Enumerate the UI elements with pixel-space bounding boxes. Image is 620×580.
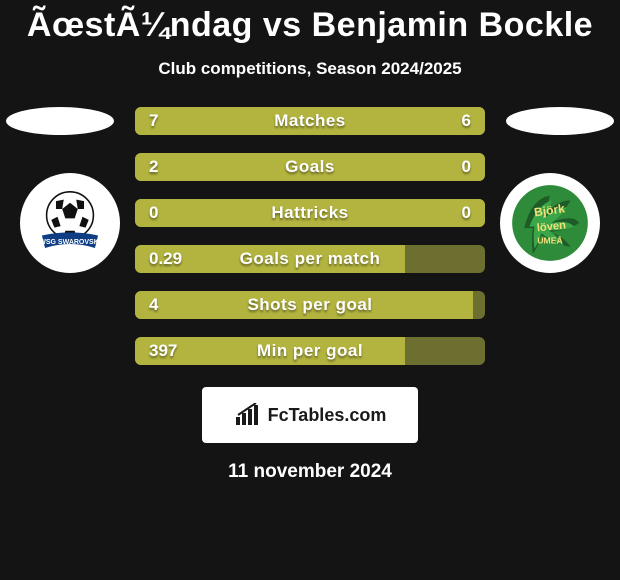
svg-text:WSG SWAROVSKI: WSG SWAROVSKI [39,239,101,246]
stat-value-left: 0.29 [135,245,196,273]
stat-value-right: 0 [448,199,485,227]
comparison-card: ÃœstÃ¼ndag vs Benjamin Bockle Club compe… [0,0,620,580]
player-ellipse-left [6,107,114,135]
stat-value-left: 2 [135,153,172,181]
stat-row: Goals2 0 [135,153,485,181]
stat-label: Goals [135,153,485,181]
stat-label: Hattricks [135,199,485,227]
main-row: WSG SWAROVSKI Björk löven UMEÅ Matches7 6… [0,107,620,387]
page-title: ÃœstÃ¼ndag vs Benjamin Bockle [0,6,620,45]
stat-value-left: 4 [135,291,172,319]
stat-row: Matches7 6 [135,107,485,135]
stat-row: Shots per goal4 [135,291,485,319]
stat-value-right: 6 [448,107,485,135]
bjorkloven-icon: Björk löven UMEÅ [507,180,593,266]
stat-bars: Matches76Goals20Hattricks00Goals per mat… [135,107,485,383]
fctables-logo-icon [234,403,262,427]
player-ellipse-right [506,107,614,135]
club-badge-right: Björk löven UMEÅ [500,173,600,273]
subtitle: Club competitions, Season 2024/2025 [0,59,620,79]
brand-label: FcTables.com [268,405,387,426]
wsg-swarovski-icon: WSG SWAROVSKI [31,184,109,262]
stat-row: Hattricks0 0 [135,199,485,227]
brand-box: FcTables.com [202,387,418,443]
stat-row: Goals per match0.29 [135,245,485,273]
stat-value-left: 7 [135,107,172,135]
stat-label: Shots per goal [135,291,485,319]
stat-label: Matches [135,107,485,135]
stat-value-right: 0 [448,153,485,181]
stat-row: Min per goal397 [135,337,485,365]
stat-value-left: 0 [135,199,172,227]
club-badge-left: WSG SWAROVSKI [20,173,120,273]
svg-text:UMEÅ: UMEÅ [537,236,562,246]
stat-value-left: 397 [135,337,191,365]
footer-date: 11 november 2024 [0,461,620,483]
